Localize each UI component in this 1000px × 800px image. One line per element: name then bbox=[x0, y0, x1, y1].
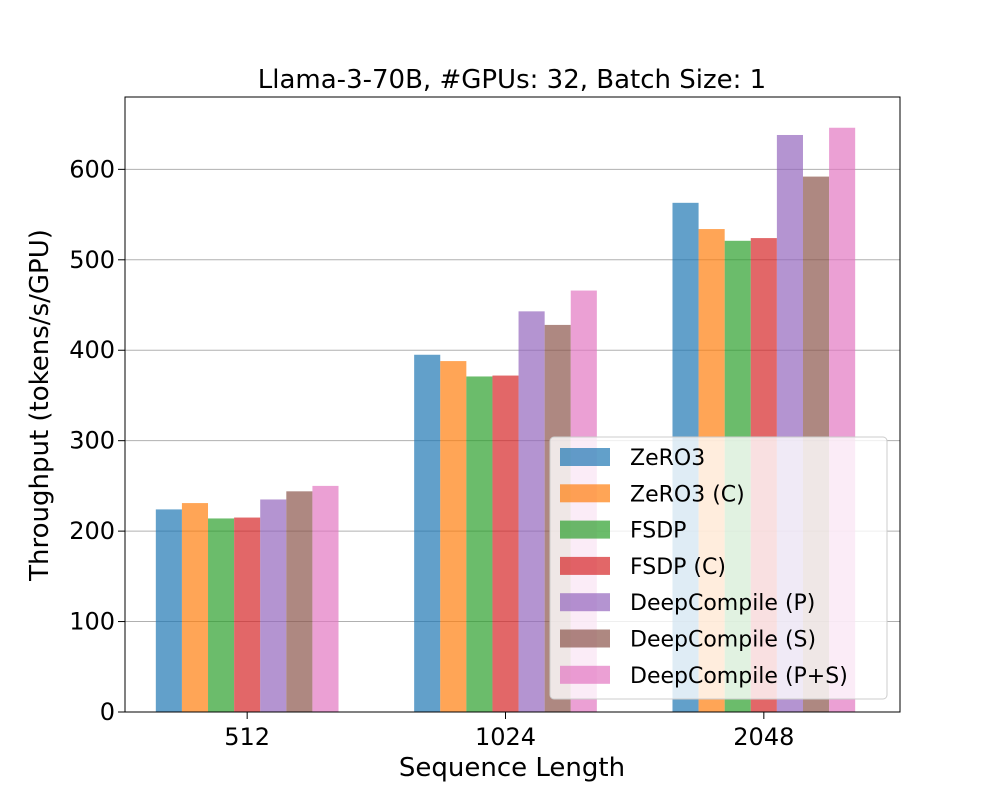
y-tick-label: 100 bbox=[69, 608, 115, 636]
legend-swatch bbox=[560, 593, 610, 612]
bar bbox=[155, 509, 182, 712]
legend-swatch bbox=[560, 448, 610, 466]
bar bbox=[466, 376, 493, 712]
x-axis-ticks: 512 1024 2048 bbox=[224, 712, 794, 751]
bar bbox=[414, 354, 441, 712]
bar bbox=[286, 491, 313, 712]
x-tick-label: 512 bbox=[224, 723, 270, 751]
x-tick-label: 1024 bbox=[475, 723, 536, 751]
legend-swatch bbox=[560, 520, 610, 539]
y-axis-ticks: 0 100 200 300 400 500 600 bbox=[69, 155, 125, 726]
legend-label: DeepCompile (P) bbox=[630, 591, 815, 616]
legend-label: FSDP bbox=[630, 519, 686, 544]
legend-label: DeepCompile (S) bbox=[630, 628, 816, 653]
bar bbox=[234, 517, 261, 712]
chart-title: Llama-3-70B, #GPUs: 32, Batch Size: 1 bbox=[258, 65, 766, 95]
bar bbox=[208, 518, 235, 712]
y-axis-title: Throughput (tokens/s/GPU) bbox=[25, 229, 55, 582]
legend-swatch bbox=[560, 629, 610, 648]
legend: ZeRO3 ZeRO3 (C) FSDP FSDP (C) DeepCompile (P… bbox=[549, 436, 888, 700]
bar bbox=[492, 375, 519, 712]
x-tick-label: 2048 bbox=[733, 723, 794, 751]
legend-label: ZeRO3 (C) bbox=[630, 482, 745, 507]
y-tick-label: 500 bbox=[69, 246, 115, 274]
y-tick-label: 600 bbox=[69, 155, 115, 183]
y-tick-label: 0 bbox=[100, 698, 115, 726]
bar bbox=[440, 361, 467, 712]
x-axis-title: Sequence Length bbox=[399, 753, 625, 783]
bar bbox=[181, 503, 209, 712]
y-tick-label: 400 bbox=[69, 336, 115, 364]
legend-label: DeepCompile (P+S) bbox=[630, 664, 848, 689]
legend-swatch bbox=[560, 665, 610, 684]
legend-label: ZeRO3 bbox=[630, 446, 705, 471]
y-tick-label: 200 bbox=[69, 517, 115, 545]
bar bbox=[260, 499, 287, 712]
legend-label: FSDP (C) bbox=[630, 555, 726, 580]
y-tick-label: 300 bbox=[69, 427, 115, 455]
legend-box bbox=[549, 436, 888, 700]
plot-frame bbox=[124, 96, 901, 713]
bar bbox=[518, 311, 545, 712]
bar bbox=[312, 485, 339, 712]
legend-swatch bbox=[560, 556, 610, 575]
legend-swatch bbox=[560, 484, 610, 503]
